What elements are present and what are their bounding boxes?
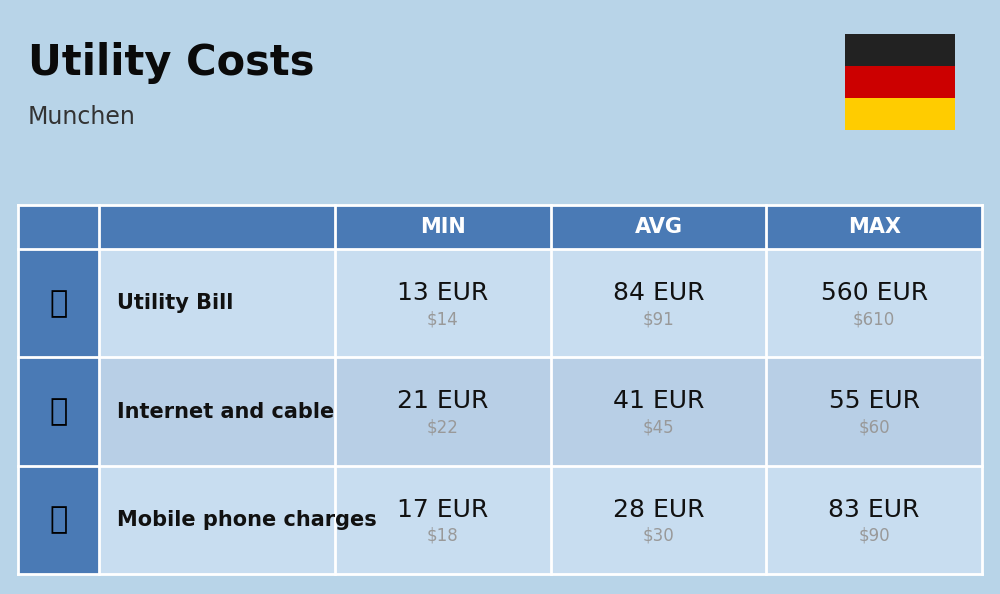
Text: Utility Costs: Utility Costs	[28, 42, 314, 84]
FancyBboxPatch shape	[99, 466, 982, 574]
Text: MIN: MIN	[420, 217, 466, 237]
Text: 🔌: 🔌	[49, 289, 68, 318]
FancyBboxPatch shape	[99, 249, 982, 358]
Text: $60: $60	[858, 419, 890, 437]
Text: $18: $18	[427, 527, 459, 545]
Text: 41 EUR: 41 EUR	[613, 390, 704, 413]
FancyBboxPatch shape	[18, 249, 99, 358]
Text: $45: $45	[643, 419, 674, 437]
FancyBboxPatch shape	[99, 358, 982, 466]
FancyBboxPatch shape	[845, 66, 955, 98]
Text: 84 EUR: 84 EUR	[613, 281, 704, 305]
Text: 13 EUR: 13 EUR	[397, 281, 488, 305]
FancyBboxPatch shape	[845, 98, 955, 130]
Text: 28 EUR: 28 EUR	[613, 498, 704, 522]
Text: $14: $14	[427, 310, 459, 328]
Text: Munchen: Munchen	[28, 105, 136, 129]
Text: 📱: 📱	[49, 505, 68, 535]
Text: Mobile phone charges: Mobile phone charges	[117, 510, 377, 530]
Text: AVG: AVG	[635, 217, 682, 237]
Text: MAX: MAX	[848, 217, 901, 237]
FancyBboxPatch shape	[18, 466, 99, 574]
Text: 55 EUR: 55 EUR	[829, 390, 920, 413]
Text: $610: $610	[853, 310, 895, 328]
FancyBboxPatch shape	[18, 205, 982, 249]
Text: $22: $22	[427, 419, 459, 437]
Text: $30: $30	[643, 527, 674, 545]
Text: $91: $91	[643, 310, 674, 328]
Text: 560 EUR: 560 EUR	[821, 281, 928, 305]
Text: 21 EUR: 21 EUR	[397, 390, 489, 413]
Text: Internet and cable: Internet and cable	[117, 402, 334, 422]
Text: Utility Bill: Utility Bill	[117, 293, 233, 313]
FancyBboxPatch shape	[845, 34, 955, 66]
FancyBboxPatch shape	[18, 358, 99, 466]
Text: 📶: 📶	[49, 397, 68, 426]
Text: $90: $90	[858, 527, 890, 545]
Text: 83 EUR: 83 EUR	[828, 498, 920, 522]
Text: 17 EUR: 17 EUR	[397, 498, 488, 522]
